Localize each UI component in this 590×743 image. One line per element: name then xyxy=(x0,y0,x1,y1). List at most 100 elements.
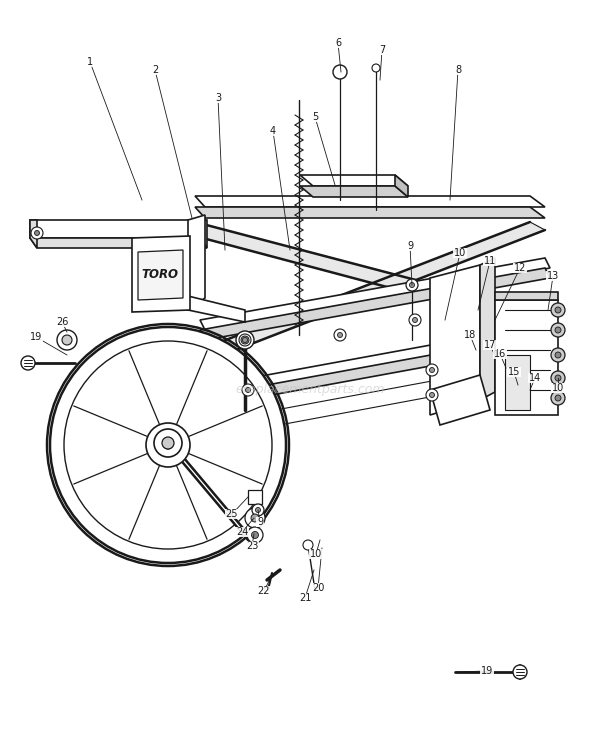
Polygon shape xyxy=(138,250,183,300)
Polygon shape xyxy=(30,220,37,248)
Text: 7: 7 xyxy=(379,45,385,55)
Circle shape xyxy=(409,314,421,326)
Polygon shape xyxy=(300,186,408,197)
Polygon shape xyxy=(195,207,545,218)
Circle shape xyxy=(555,352,561,358)
Circle shape xyxy=(62,335,72,345)
Circle shape xyxy=(555,327,561,333)
Polygon shape xyxy=(430,375,490,425)
Circle shape xyxy=(242,384,254,396)
Polygon shape xyxy=(200,222,545,358)
Text: 9: 9 xyxy=(407,241,413,251)
Text: 19: 19 xyxy=(30,332,42,342)
Polygon shape xyxy=(495,300,558,415)
Circle shape xyxy=(430,368,434,372)
Text: 12: 12 xyxy=(514,263,526,273)
Circle shape xyxy=(551,303,565,317)
Circle shape xyxy=(146,423,190,467)
Polygon shape xyxy=(430,265,480,415)
Polygon shape xyxy=(395,175,408,197)
Circle shape xyxy=(406,279,418,291)
Text: 10: 10 xyxy=(454,248,466,258)
Circle shape xyxy=(164,441,172,449)
Text: 8: 8 xyxy=(455,65,461,75)
Circle shape xyxy=(158,435,178,455)
Circle shape xyxy=(303,540,313,550)
Polygon shape xyxy=(200,268,550,340)
Circle shape xyxy=(426,389,438,401)
Circle shape xyxy=(555,375,561,381)
Circle shape xyxy=(551,348,565,362)
Circle shape xyxy=(333,65,347,79)
Text: 21: 21 xyxy=(299,593,311,603)
Circle shape xyxy=(334,329,346,341)
Circle shape xyxy=(337,333,343,337)
Text: 6: 6 xyxy=(335,38,341,48)
Circle shape xyxy=(247,527,263,543)
Circle shape xyxy=(31,227,43,239)
Circle shape xyxy=(241,336,249,344)
Circle shape xyxy=(513,665,527,679)
Text: 11: 11 xyxy=(484,256,496,266)
Polygon shape xyxy=(168,445,253,540)
Text: 14: 14 xyxy=(529,373,541,383)
Circle shape xyxy=(412,317,418,322)
Text: 15: 15 xyxy=(508,367,520,377)
Text: 18: 18 xyxy=(464,330,476,340)
Polygon shape xyxy=(30,238,207,248)
Circle shape xyxy=(64,341,272,549)
Polygon shape xyxy=(185,325,545,400)
Circle shape xyxy=(551,371,565,385)
Polygon shape xyxy=(188,296,245,322)
Circle shape xyxy=(239,334,251,346)
Circle shape xyxy=(50,327,286,563)
Circle shape xyxy=(245,508,265,528)
Polygon shape xyxy=(495,292,558,300)
Circle shape xyxy=(154,429,182,457)
Polygon shape xyxy=(480,258,495,400)
Circle shape xyxy=(251,514,259,522)
Circle shape xyxy=(555,307,561,313)
Polygon shape xyxy=(185,335,545,410)
Text: 20: 20 xyxy=(312,583,324,593)
Text: 10: 10 xyxy=(552,383,564,393)
Circle shape xyxy=(242,337,247,343)
Text: 22: 22 xyxy=(258,586,270,596)
Polygon shape xyxy=(168,360,548,445)
Text: 25: 25 xyxy=(226,509,238,519)
Text: 4: 4 xyxy=(270,126,276,136)
Circle shape xyxy=(251,531,258,539)
Polygon shape xyxy=(132,236,190,312)
Circle shape xyxy=(430,392,434,398)
Polygon shape xyxy=(188,215,205,310)
Circle shape xyxy=(34,230,40,236)
Circle shape xyxy=(57,330,77,350)
Circle shape xyxy=(255,507,261,513)
Text: 10: 10 xyxy=(310,549,322,559)
Polygon shape xyxy=(195,222,530,325)
Circle shape xyxy=(21,356,35,370)
Text: 5: 5 xyxy=(312,112,318,122)
Text: 2: 2 xyxy=(152,65,158,75)
Text: 16: 16 xyxy=(494,349,506,359)
Polygon shape xyxy=(200,220,207,248)
Circle shape xyxy=(426,364,438,376)
Text: ereplacementparts.com: ereplacementparts.com xyxy=(235,383,385,397)
Circle shape xyxy=(372,64,380,72)
Polygon shape xyxy=(300,175,408,186)
Polygon shape xyxy=(195,196,545,207)
Text: 26: 26 xyxy=(56,317,68,327)
Circle shape xyxy=(555,395,561,401)
Circle shape xyxy=(409,282,415,288)
Text: TORO: TORO xyxy=(142,268,179,282)
Circle shape xyxy=(162,437,174,449)
Circle shape xyxy=(551,323,565,337)
Text: 19: 19 xyxy=(481,666,493,676)
Circle shape xyxy=(551,391,565,405)
Polygon shape xyxy=(248,490,262,504)
Polygon shape xyxy=(505,355,530,410)
Circle shape xyxy=(245,388,251,392)
Text: 3: 3 xyxy=(215,93,221,103)
Circle shape xyxy=(236,331,254,349)
Text: 13: 13 xyxy=(547,271,559,281)
